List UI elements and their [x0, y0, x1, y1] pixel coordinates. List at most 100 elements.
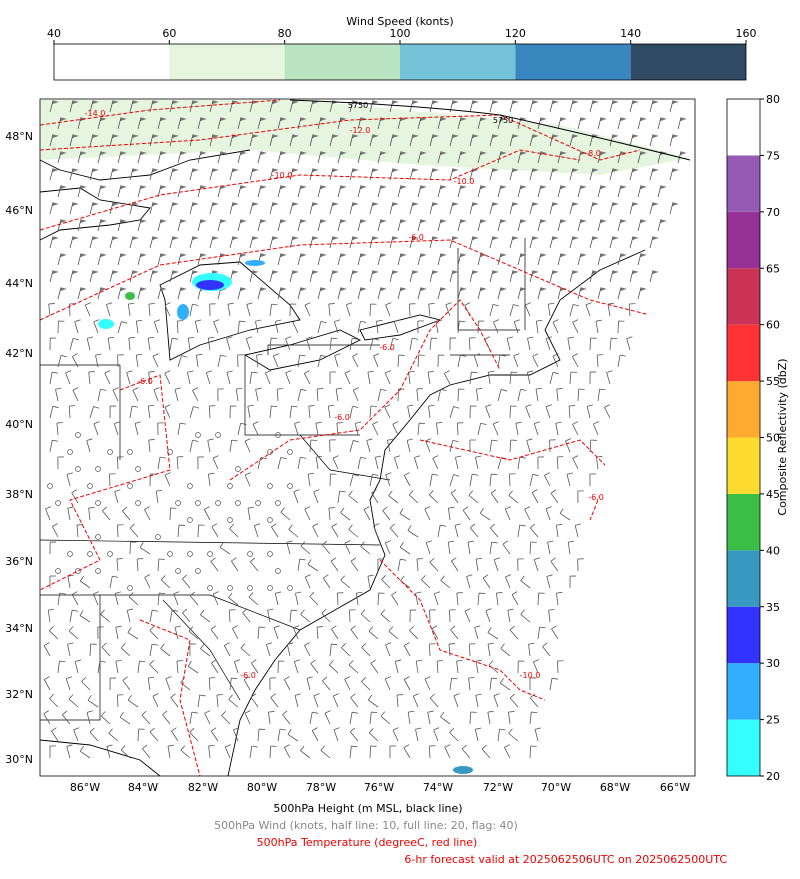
lake-huron [159, 261, 301, 361]
calm-marker [235, 500, 241, 506]
wind-barb [89, 270, 94, 283]
wind-flag [599, 151, 607, 156]
wind-flag [211, 168, 219, 173]
wind-flag [619, 185, 627, 190]
wind-flag [311, 202, 319, 207]
wind-barb [448, 506, 455, 521]
wind-barb [397, 117, 402, 130]
wind-barb [334, 353, 341, 368]
wind-barb [228, 592, 239, 606]
wind-barb [509, 236, 514, 249]
wind-barb [475, 455, 482, 470]
reflectivity-colorbar-tick-label: 80 [766, 93, 780, 106]
wind-barb [81, 676, 91, 691]
wind-barb [332, 693, 339, 708]
latitude-label: 44°N [5, 277, 33, 290]
wind-flag [619, 287, 627, 292]
wind-barb [529, 523, 539, 538]
wind-flag [631, 202, 639, 207]
wind-barb [316, 388, 324, 402]
wind-barb [520, 609, 531, 623]
wind-barb [304, 302, 311, 317]
wind-barb [213, 319, 220, 334]
wind-barb [348, 524, 359, 538]
wind-flag [259, 253, 267, 258]
wind-barb [429, 100, 434, 113]
wind-flag [639, 287, 647, 292]
wind-barb [89, 643, 97, 657]
wind-flag [299, 219, 307, 224]
wind-flag [259, 219, 267, 224]
wind-barb [303, 370, 311, 385]
wind-barb [249, 371, 258, 385]
wind-barb [369, 202, 374, 215]
wind-flag [371, 100, 379, 105]
wind-barb [377, 219, 382, 232]
wind-barb [229, 134, 234, 147]
wind-barb [609, 270, 614, 283]
wind-barb [556, 388, 563, 402]
wind-flag [471, 236, 479, 241]
wind-barb [282, 710, 291, 725]
wind-barb [209, 303, 216, 317]
wind-barb [117, 694, 124, 708]
wind-flag [431, 202, 439, 207]
wind-barb [568, 405, 576, 419]
wind-flag [119, 219, 127, 224]
wind-barb [549, 439, 556, 453]
wind-barb [277, 287, 282, 300]
wind-barb [297, 354, 306, 368]
wind-barb [429, 168, 434, 181]
wind-barb [114, 489, 121, 504]
wind-barb [397, 219, 402, 232]
map: 57505750-14.0-12.0-10.0-10.0-8.0-6.0-6.0… [39, 98, 696, 777]
wind-colorbar-segment [54, 44, 170, 80]
wind-barb [589, 100, 594, 113]
wind-barb [437, 388, 447, 402]
wind-barb [117, 287, 122, 300]
wind-barb [49, 371, 59, 385]
wind-flag [399, 151, 407, 156]
wind-colorbar-tick-label: 80 [278, 27, 292, 40]
wind-barb [149, 168, 154, 181]
wind-barb [669, 134, 674, 147]
wind-barb [77, 219, 82, 232]
state-borders [39, 238, 526, 721]
wind-barb [117, 151, 122, 164]
wind-barb [43, 642, 51, 657]
reflectivity-colorbar-tick-label: 25 [766, 714, 780, 727]
wind-flag [611, 100, 619, 105]
wind-flag [411, 100, 419, 105]
wind-flag [479, 219, 487, 224]
wind-barb [369, 745, 377, 759]
wind-barb [329, 202, 334, 215]
wind-flag [399, 185, 407, 190]
wind-barb [506, 336, 514, 351]
wind-barb [277, 660, 285, 674]
wind-barb [66, 472, 73, 487]
wind-flag [571, 134, 579, 139]
wind-barb [409, 303, 416, 317]
wind-barb [557, 660, 564, 674]
wind-flag [71, 236, 79, 241]
wind-barb [629, 270, 634, 283]
wind-barb [77, 287, 82, 300]
wind-barb [449, 202, 454, 215]
wind-barb [294, 693, 301, 708]
wind-barb [397, 151, 402, 164]
reflectivity-colorbar-tick-label: 60 [766, 319, 780, 332]
wind-barb [617, 287, 622, 300]
wind-flag [71, 100, 79, 105]
wind-barb [51, 727, 59, 742]
wind-flag [579, 287, 587, 292]
wind-flag [591, 168, 599, 173]
wind-barb [210, 727, 219, 742]
wind-barb [270, 693, 279, 708]
wind-flag [159, 117, 167, 122]
wind-barb [317, 151, 322, 164]
wind-barb [649, 134, 654, 147]
wind-barb [349, 270, 354, 283]
wind-barb [497, 728, 506, 742]
wind-flag [531, 134, 539, 139]
wind-barb [253, 523, 261, 538]
